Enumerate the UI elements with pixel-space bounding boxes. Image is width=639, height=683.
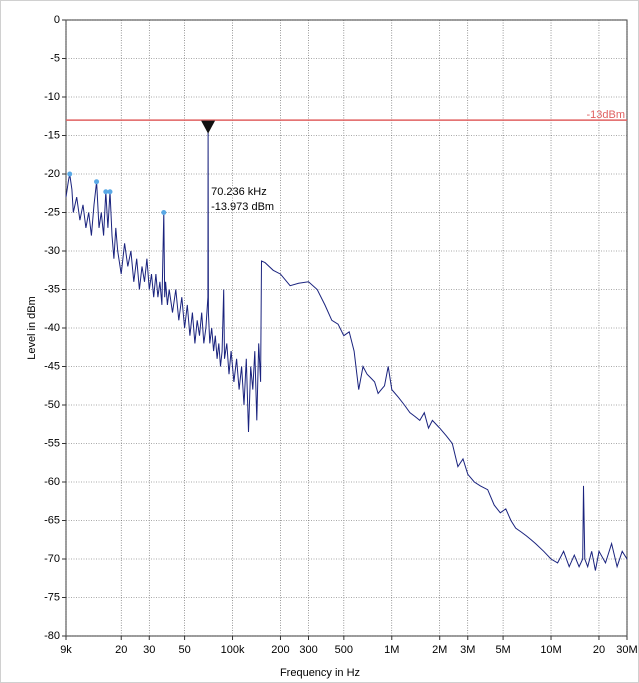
- peak-marker: [103, 189, 109, 195]
- x-tick-label: 1M: [384, 644, 399, 656]
- y-tick-label: -80: [44, 630, 60, 642]
- peak-marker: [161, 210, 167, 215]
- y-tick-label: -40: [44, 322, 60, 334]
- x-tick-label: 2M: [432, 644, 447, 656]
- y-tick-label: -65: [44, 514, 60, 526]
- y-tick-label: -50: [44, 399, 60, 411]
- x-tick-label: 50: [178, 644, 190, 656]
- peak-marker: [107, 189, 113, 195]
- x-tick-label: 300: [299, 644, 317, 656]
- peak-marker: [94, 179, 100, 185]
- marker-triangle: [201, 120, 216, 134]
- x-tick-label: 20: [115, 644, 127, 656]
- y-tick-label: -20: [44, 168, 60, 180]
- y-tick-label: -70: [44, 553, 60, 565]
- x-tick-label: 30M: [616, 644, 637, 656]
- trace: [65, 127, 628, 571]
- marker-label: 70.236 kHz: [211, 186, 267, 198]
- y-tick-label: -60: [44, 476, 60, 488]
- x-tick-label: 30: [143, 644, 155, 656]
- x-tick-label: 9k: [60, 644, 72, 656]
- y-tick-label: 0: [54, 14, 60, 26]
- y-tick-label: -35: [44, 283, 60, 295]
- x-axis-label: Frequency in Hz: [280, 667, 360, 679]
- x-tick-label: 200: [271, 644, 289, 656]
- y-axis-label: Level in dBm: [26, 296, 38, 360]
- y-tick-label: -30: [44, 245, 60, 257]
- y-tick-label: -75: [44, 591, 60, 603]
- limit-label: -13dBm: [586, 109, 625, 121]
- x-tick-label: 10M: [540, 644, 561, 656]
- x-tick-label: 500: [335, 644, 353, 656]
- x-tick-label: 20: [593, 644, 605, 656]
- x-tick-label: 3M: [460, 644, 475, 656]
- y-tick-label: -55: [44, 437, 60, 449]
- y-tick-label: -25: [44, 206, 60, 218]
- y-tick-label: -15: [44, 129, 60, 141]
- y-tick-label: -45: [44, 360, 60, 372]
- peak-marker: [67, 171, 73, 177]
- x-tick-label: 100k: [221, 644, 245, 656]
- x-tick-label: 5M: [495, 644, 510, 656]
- marker-label: -13.973 dBm: [211, 201, 274, 213]
- y-tick-label: -10: [44, 91, 60, 103]
- y-tick-label: -5: [50, 52, 60, 64]
